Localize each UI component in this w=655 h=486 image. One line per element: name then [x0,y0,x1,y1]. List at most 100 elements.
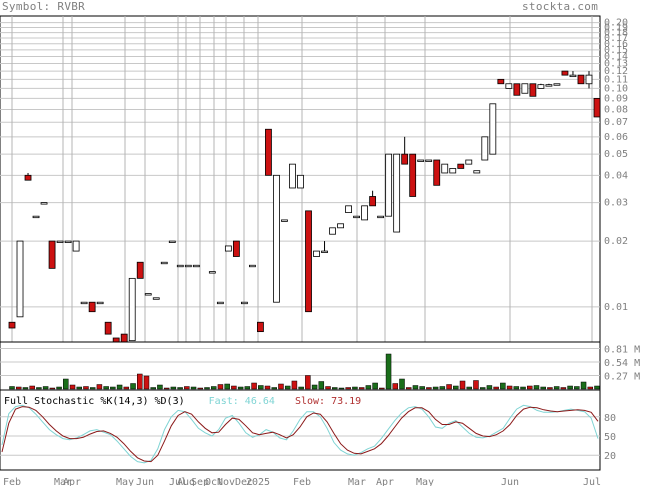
volume-bar [372,382,378,390]
candle-body [24,174,32,181]
candle-body [433,159,441,186]
candle-body [64,240,72,243]
price-tick-label: 0.17 [604,33,628,44]
candle-body [465,159,473,165]
volume-bar [479,387,486,390]
candle-body [537,84,545,89]
volume-bar [103,386,109,390]
volume-bar [412,385,419,390]
volume-bar [49,387,56,390]
candle-body [232,240,240,257]
candle-body [313,250,320,257]
candle-body [425,159,433,162]
candle-body [329,227,336,235]
candle-body [80,301,88,305]
price-tick-label: 0.09 [604,93,628,104]
candle-body [104,321,112,335]
volume-bar [210,386,217,390]
volume-bar [9,386,15,390]
brand-link[interactable]: stockta.com [522,0,599,13]
stochastic-panel: 80 50 20 [0,389,616,471]
volume-bar [298,386,304,390]
candle-body [216,301,224,305]
candle-body [128,277,136,342]
volume-bar [358,387,365,390]
volume-bar [184,386,190,390]
volume-bar [506,385,513,390]
candle-body [144,293,152,296]
price-tick-label: 0.16 [604,39,628,50]
fast-legend: Fast: 46.64 [209,396,281,407]
volume-bar [231,385,237,390]
stochastic-tick-label: 80 [604,413,616,424]
candle-body [8,321,16,329]
candle-body [240,301,248,305]
date-tick-label: Nov [217,477,235,486]
candle-body [569,74,577,78]
price-tick-label: 0.08 [604,105,628,116]
price-tick-label: 0.10 [604,83,628,94]
stochastic-legend: Full Stochastic %K(14,3) %D(3) Fast: 46.… [4,396,361,407]
volume-bar [325,386,331,390]
candles [8,70,601,350]
candle-body [297,174,304,189]
volume-bar [258,385,264,390]
candle-body [449,168,457,174]
volume-bar [365,385,372,390]
volume-bar [426,387,432,390]
volume-bar [439,386,446,390]
candle-body [545,84,553,87]
candle-body [529,83,537,97]
date-tick-label: Mar [348,477,366,486]
volume-bar [177,387,183,390]
price-tick-label: 0.05 [604,149,628,160]
date-tick-label: Jul [583,477,601,486]
candle-body [441,163,449,174]
candle-body [152,297,160,300]
candle-body [385,153,393,217]
volume-bar [432,386,439,390]
price-tick-label: 0.11 [604,74,628,85]
volume-bar [271,387,277,390]
volume-bar [399,378,405,390]
volume-bar [332,387,338,390]
volume-bar [352,386,358,390]
candle-body [417,159,425,162]
volume-bar [190,386,197,390]
volume-bar [291,380,298,390]
candle-body [305,210,312,313]
volume-bar [150,387,156,390]
volume-bar [204,387,210,390]
volume-bar [587,386,594,390]
volume-bar [574,386,580,390]
candle-body [72,240,80,252]
candle-body [353,215,360,219]
volume-bar [540,386,546,390]
candle-body [337,223,344,229]
candle-body [184,264,192,268]
price-tick-label: 0.02 [604,236,628,247]
volume-bar [405,387,412,390]
volume-bar [96,384,103,390]
price-tick-label: 0.06 [604,132,628,143]
volume-bar [116,384,123,390]
candle-body [192,264,200,268]
candle-body [281,219,288,222]
volume-bar [318,381,325,390]
candle-body [56,240,64,243]
date-tick-label: Feb [3,477,21,486]
candle-body [88,301,96,313]
volume-bar [22,387,29,390]
candle-body [32,215,40,219]
candle-body [457,163,465,169]
candle-body [273,174,280,303]
price-tick-label: 0.19 [604,22,628,33]
fast-label: Fast: [208,396,239,407]
date-tick-label: Sep [191,477,209,486]
candle-body [513,83,521,96]
price-tick-label: 0.13 [604,58,628,69]
candle-body [377,215,385,219]
volume-bar [466,386,472,390]
